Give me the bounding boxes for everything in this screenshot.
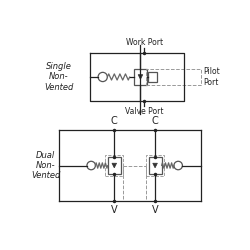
Bar [134,68,147,86]
Text: Pilot
Port: Pilot Port [203,67,220,87]
Text: Dual
Non-
Vented: Dual Non- Vented [31,150,60,180]
Bar [146,68,201,86]
Bar [106,155,123,176]
Text: V: V [111,205,117,215]
Bar [148,72,156,82]
Bar [108,157,121,174]
Polygon shape [138,75,143,79]
Text: Work Port: Work Port [126,38,163,47]
Text: C: C [152,116,158,126]
Bar [59,130,201,201]
Bar [146,155,164,176]
Text: V: V [152,205,158,215]
Polygon shape [112,163,116,168]
Bar [148,157,162,174]
Text: C: C [111,116,118,126]
Text: Valve Port: Valve Port [125,107,164,116]
Text: Single
Non-
Vented: Single Non- Vented [44,62,74,92]
Polygon shape [153,163,158,168]
